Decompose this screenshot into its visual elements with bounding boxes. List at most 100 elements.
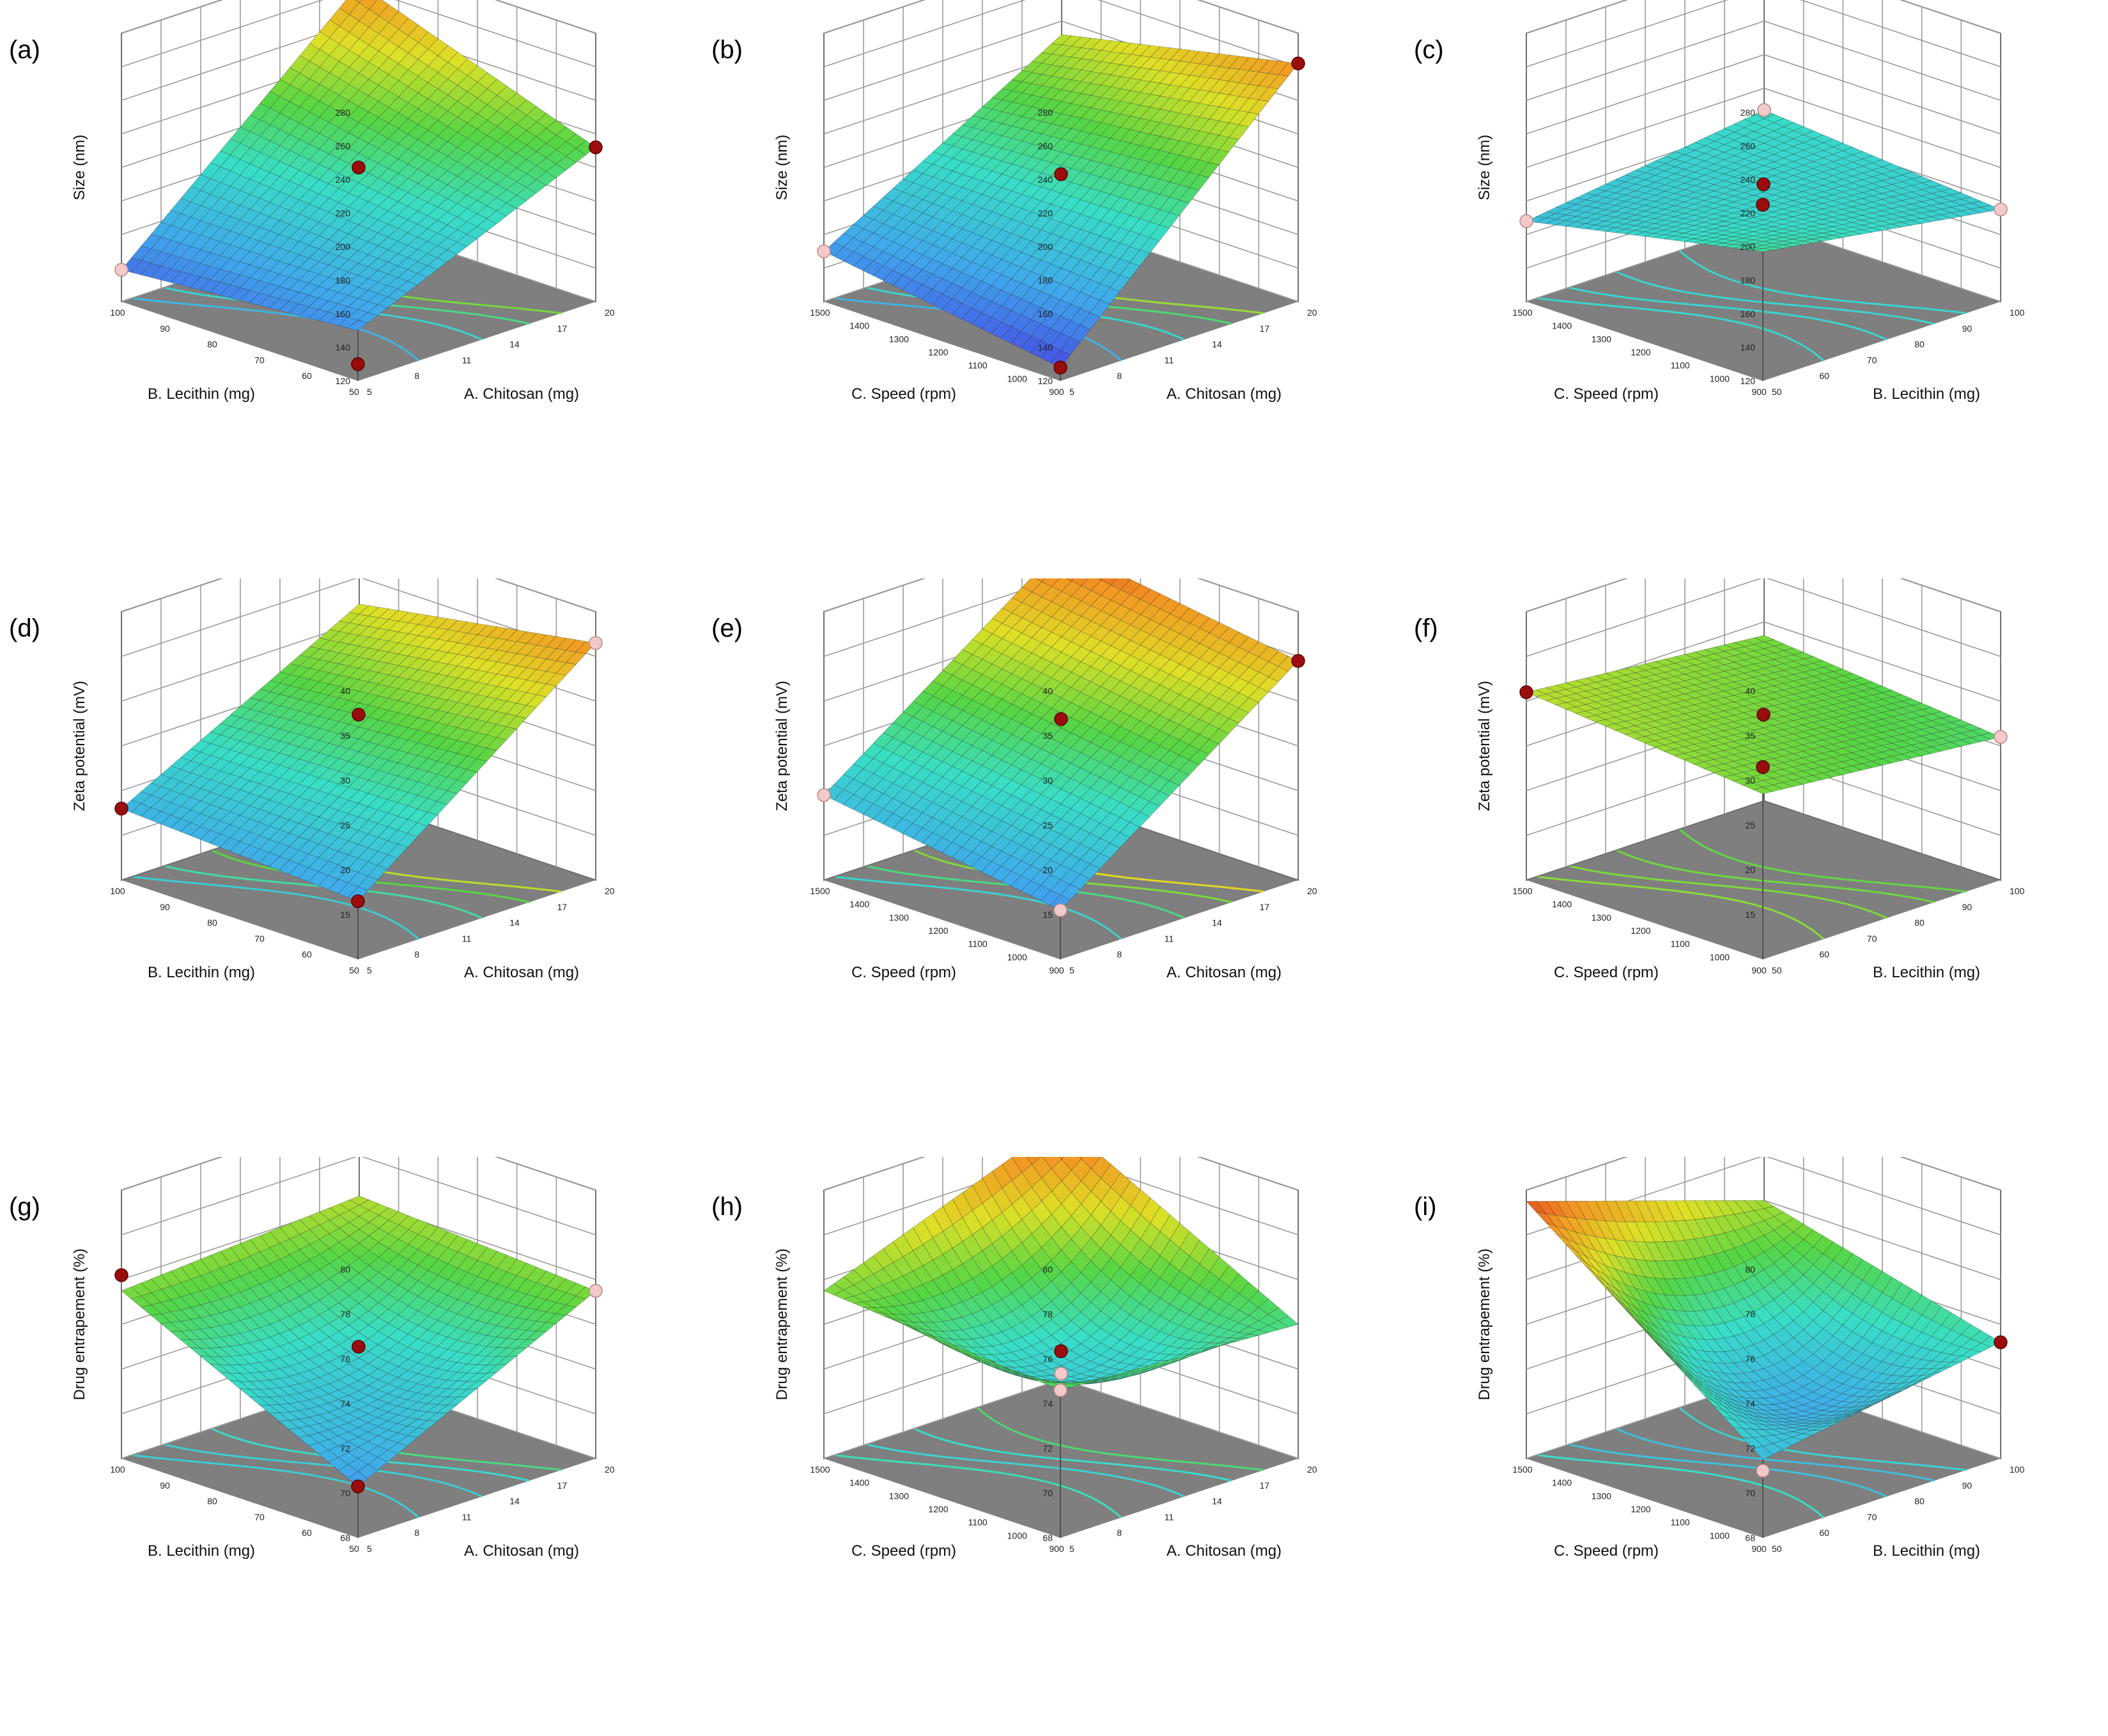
design-point-2 [352, 160, 366, 174]
z-tick-label: 200 [1740, 242, 1756, 252]
response-surface [121, 0, 596, 331]
design-point-1 [1756, 760, 1770, 774]
z-axis-title: Size (nm) [71, 135, 88, 201]
z-tick-label: 15 [1042, 910, 1053, 920]
x-tick-label: 90 [160, 902, 170, 912]
design-point-3 [1994, 202, 2008, 217]
surface-plot-b: 1201401601802002202402602809001000110012… [773, 0, 1317, 403]
y-tick-label: 20 [605, 886, 615, 896]
y-tick-label: 8 [414, 371, 419, 381]
surface-plot-c: 1201401601802002202402602809001000110012… [1476, 0, 2025, 403]
z-tick-label: 220 [1740, 208, 1756, 219]
design-point-4 [589, 140, 603, 155]
surface-cell [348, 1471, 368, 1487]
y-axis-title: A. Chitosan (mg) [464, 385, 579, 403]
design-point-1 [1053, 903, 1067, 917]
x-tick-label: 1400 [849, 321, 869, 331]
panel-c: 120 140 160 180 200 220 240 260 280 900 1000 1100 12… [1405, 0, 2107, 578]
design-point-2 [1054, 167, 1068, 182]
z-tick-label: 40 [1745, 686, 1755, 696]
y-tick-label: 17 [557, 902, 568, 912]
z-tick-label: 72 [340, 1443, 350, 1453]
y-tick-label: 60 [1819, 949, 1829, 959]
panel-label-d: (d) [9, 614, 40, 642]
z-tick-label: 220 [1038, 208, 1053, 219]
surface-cell [1059, 1157, 1064, 1159]
surface-plot-h: 6870727476788090010001100120013001400150… [773, 1157, 1317, 1560]
panel-label-g: (g) [9, 1193, 40, 1221]
z-tick-label: 260 [336, 141, 351, 151]
z-tick-label: 40 [1042, 686, 1053, 696]
z-tick-label: 68 [340, 1533, 350, 1543]
x-tick-label: 80 [207, 1496, 217, 1507]
x-tick-label: 1000 [1710, 952, 1730, 962]
y-tick-label: 11 [462, 355, 472, 365]
surface-cell [1753, 248, 1773, 252]
design-point-4 [1291, 654, 1305, 668]
z-tick-label: 180 [1740, 275, 1756, 286]
z-tick-label: 160 [336, 309, 351, 319]
x-tick-label: 60 [302, 949, 312, 959]
z-tick-label: 20 [1745, 865, 1755, 875]
x-tick-label: 100 [110, 1464, 125, 1475]
panel-h: 68 70 72 74 76 78 80 900 1000 1100 1200 1300 1400 150… [702, 1157, 1405, 1735]
surface-cell [347, 320, 369, 331]
z-tick-label: 240 [336, 174, 351, 185]
z-tick-label: 35 [1745, 731, 1755, 741]
y-tick-label: 8 [414, 949, 419, 959]
z-tick-label: 180 [1038, 275, 1053, 286]
z-tick-label: 80 [340, 1264, 350, 1275]
panel-d: 15 20 25 30 35 40 50 60 70 80 90 100 5 8 11 14 17 20 B. Le… [0, 578, 702, 1157]
x-axis-title: C. Speed (rpm) [851, 964, 956, 981]
x-tick-label: 1100 [968, 360, 988, 371]
z-tick-label: 120 [1038, 376, 1053, 386]
design-point-5 [1757, 103, 1771, 117]
y-tick-label: 17 [1260, 902, 1270, 912]
panel-label-c: (c) [1414, 36, 1444, 64]
design-point-2 [1756, 177, 1771, 192]
x-tick-label: 900 [1049, 387, 1064, 397]
z-tick-label: 30 [340, 775, 350, 786]
y-axis-title: A. Chitosan (mg) [464, 964, 579, 981]
z-tick-label: 220 [336, 208, 351, 219]
x-tick-label: 1500 [1512, 886, 1532, 896]
surface-plot-a: 1201401601802002202402602805060708090100… [71, 0, 615, 403]
z-tick-label: 260 [1038, 141, 1053, 151]
x-tick-label: 50 [349, 387, 359, 397]
surface-plot-e: 1520253035409001000110012001300140015005… [773, 578, 1317, 981]
y-tick-label: 17 [557, 323, 568, 334]
y-tick-label: 70 [1867, 933, 1877, 943]
panel-a: 120 140 160 180 200 220 240 260 280 50 60 70 80 90 100… [0, 0, 702, 578]
y-tick-label: 5 [1069, 965, 1074, 975]
panel-f: 15 20 25 30 35 40 900 1000 1100 1200 1300 1400 1500 5… [1405, 578, 2107, 1157]
x-tick-label: 1200 [1631, 347, 1650, 357]
response-surface [121, 1195, 596, 1487]
design-point-4 [1291, 56, 1305, 71]
z-tick-label: 15 [340, 910, 350, 920]
y-tick-label: 5 [1069, 387, 1074, 397]
wall-gridline-z [1900, 578, 2001, 612]
z-tick-label: 280 [1740, 107, 1756, 118]
x-axis-title: C. Speed (rpm) [1554, 385, 1659, 403]
floor-contour-line [866, 1443, 1185, 1498]
z-axis-title: Zeta potential (mV) [773, 681, 791, 811]
y-tick-label: 8 [414, 1528, 419, 1538]
z-tick-label: 140 [1740, 343, 1756, 353]
z-axis-title: Drug entrapement (%) [71, 1248, 88, 1400]
x-tick-label: 1500 [810, 886, 830, 896]
x-tick-label: 60 [302, 371, 312, 381]
x-tick-label: 900 [1751, 965, 1767, 975]
z-axis-title: Size (nm) [773, 135, 791, 201]
z-tick-label: 30 [1745, 775, 1755, 786]
response-surface [1526, 109, 2001, 252]
wall-gridline-z [1526, 578, 1628, 612]
x-tick-label: 1500 [1512, 307, 1532, 318]
surface-cell [355, 0, 362, 3]
z-tick-label: 240 [1740, 174, 1756, 185]
x-tick-label: 100 [110, 886, 125, 896]
response-surface [823, 34, 1299, 368]
design-point-1 [1053, 360, 1067, 375]
y-tick-label: 80 [1914, 339, 1925, 350]
design-point-3 [817, 244, 831, 259]
